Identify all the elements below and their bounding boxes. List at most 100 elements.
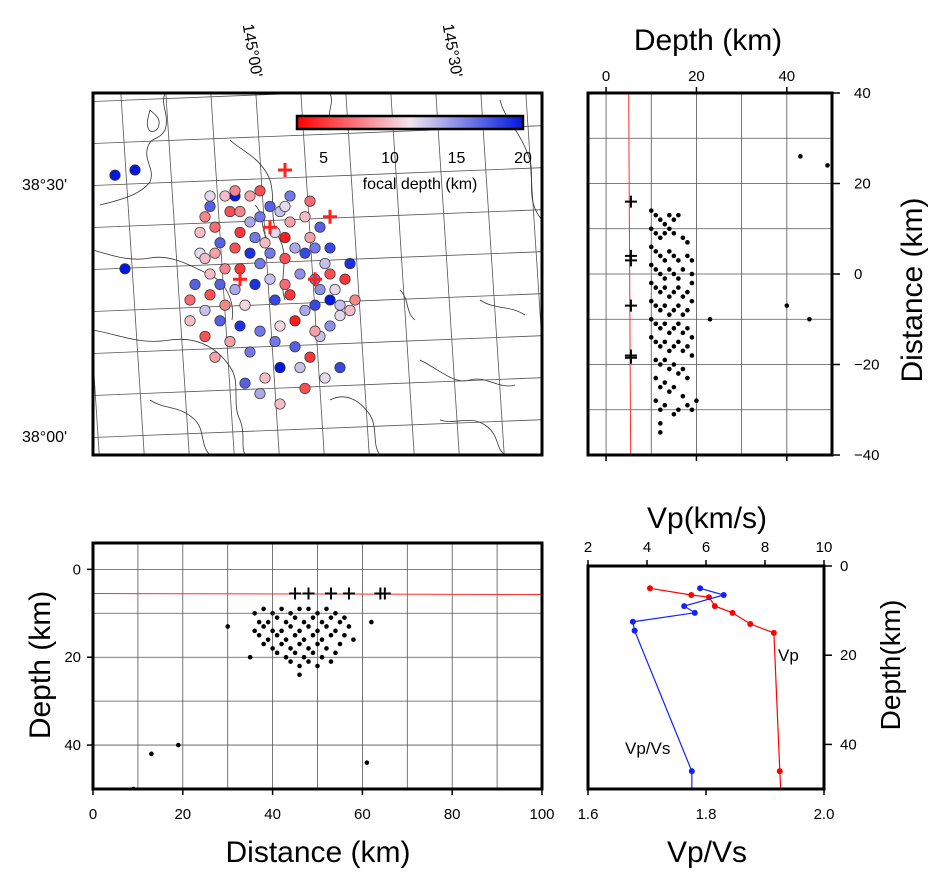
earthquake-point (199, 211, 211, 223)
hypocenter-point (369, 619, 374, 625)
hypocenter-point (676, 258, 681, 263)
vp-series-label: Vp (778, 646, 799, 665)
earthquake-point (349, 294, 361, 306)
lat-label-38-00: 38°00' (22, 429, 67, 446)
hypocenter-point (657, 289, 663, 295)
hypocenter-point (667, 267, 672, 272)
series-point (688, 591, 695, 598)
meridian-line (165, 93, 190, 455)
hypocenter-point (662, 303, 668, 308)
earthquake-point (289, 341, 301, 353)
earthquake-point (289, 315, 301, 327)
hypocenter-point (662, 285, 668, 290)
hypocenter-point (653, 375, 659, 381)
hypocenter-point (667, 389, 672, 394)
vp-y-tick-label: 20 (840, 647, 857, 664)
velocity-boundary-line (628, 92, 632, 456)
parallel-line (93, 293, 542, 312)
earthquake-point (204, 200, 216, 212)
earthquake-point (319, 258, 331, 270)
hypocenter-point (676, 407, 681, 413)
earthquake-point (109, 169, 121, 181)
hypocenter-point (279, 606, 284, 612)
vp-y-tick-label: 40 (840, 736, 857, 753)
hypocenter-point (657, 271, 663, 277)
hypocenter-point (662, 357, 668, 363)
ew-x-tick-label: 80 (444, 806, 461, 823)
earthquake-point (279, 278, 291, 290)
hypocenter-point (667, 212, 672, 218)
hypocenter-point (653, 249, 659, 254)
hypocenter-point (653, 398, 659, 404)
series-point (629, 618, 636, 625)
hypocenter-point (342, 615, 347, 620)
hypocenter-point (657, 362, 663, 367)
earthquake-point (204, 289, 216, 301)
hypocenter-point (671, 384, 677, 390)
earthquake-point (209, 247, 221, 259)
colorbar: 5 10 15 20 focal depth (km) (295, 114, 532, 193)
hypocenter-point (315, 641, 320, 647)
hypocenter-point (662, 402, 668, 408)
map-grid (80, 93, 560, 522)
hypocenter-point (680, 235, 686, 241)
series-point (697, 585, 704, 592)
parallel-line (80, 461, 560, 480)
parallel-line (93, 167, 542, 186)
ns-x-tick-label: 40 (778, 68, 795, 85)
ns-y-tick-label: 40 (854, 85, 871, 102)
hypocenter-point (261, 624, 266, 629)
parallel-line (80, 503, 560, 522)
hypocenter-point (657, 217, 663, 222)
vp-bottom-tick-label: 1.6 (578, 806, 599, 823)
hypocenter-point (306, 646, 311, 651)
hypocenter-point (648, 262, 654, 268)
hypocenter-point (328, 659, 334, 664)
lat-label-38-30: 38°30' (22, 177, 67, 194)
hypocenter-point (657, 384, 663, 390)
vpvs-series-label: Vp/Vs (625, 739, 670, 758)
hypocenter-point (657, 430, 663, 435)
earthquake-point (214, 315, 226, 327)
ns-y-tick-label: 0 (854, 266, 862, 283)
earthquake-point (199, 304, 211, 316)
hypocenter-point (648, 316, 654, 322)
station-marker (624, 195, 637, 208)
vp-bottom-tick-label: 1.8 (696, 806, 717, 823)
earthquake-point (274, 320, 286, 332)
earthquake-point (289, 242, 301, 254)
earthquake-point (334, 299, 346, 311)
hypocenter-point (685, 375, 690, 381)
hypocenter-point (680, 366, 686, 372)
map-frame (91, 91, 544, 457)
hypocenter-point (346, 624, 352, 629)
station-marker (624, 254, 637, 267)
series-point (681, 603, 688, 610)
hypocenter-point (324, 646, 329, 651)
lon-label-145-00: 145°00' (239, 23, 265, 79)
hypocenter-point (648, 335, 654, 340)
ew-y-tick-label: 20 (64, 649, 81, 666)
earthquake-point (319, 372, 331, 384)
hypocenter-point (694, 398, 699, 404)
earthquake-point (344, 258, 356, 270)
vp-top-axis-title: Vp(km/s) (647, 502, 767, 535)
hypocenter-point (279, 641, 284, 647)
hypocenter-point (292, 632, 298, 638)
hypocenter-point (676, 285, 681, 290)
vp-bottom-axis-title: Vp/Vs (667, 836, 747, 869)
hypocenter-point (662, 221, 668, 227)
series-point (691, 609, 698, 616)
ew-x-tick-label: 100 (529, 806, 554, 823)
hypocenter-point (685, 253, 690, 259)
hypocenter-point (288, 659, 293, 664)
earthquake-point (339, 273, 351, 285)
station-marker (342, 587, 355, 600)
earthquake-point (269, 336, 281, 348)
hypocenter-point (671, 230, 677, 236)
hypocenter-point (653, 303, 659, 308)
earthquake-point (219, 263, 231, 275)
earthquake-point (274, 398, 286, 410)
hypocenter-point (274, 615, 280, 620)
hypocenter-point (676, 321, 681, 327)
